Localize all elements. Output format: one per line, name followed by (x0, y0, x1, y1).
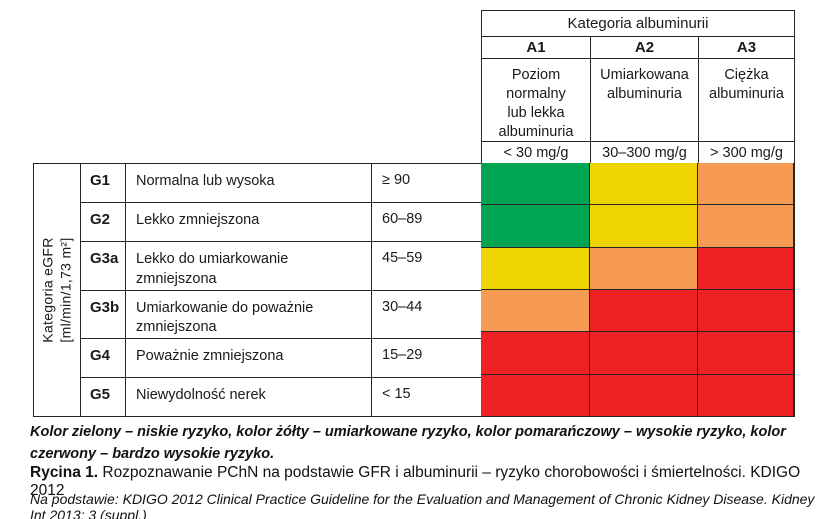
risk-cell-g5-a3 (698, 374, 793, 416)
risk-cell-g2-a1 (481, 205, 589, 247)
gfr-axis-label: Kategoria eGFR [ml/min/1,73 m²] (40, 165, 75, 415)
gfr-desc-g5: Niewydolność nerek (126, 377, 371, 416)
gfr-axis-label-line1: Kategoria eGFR (39, 237, 56, 343)
albuminuria-header-table: Kategoria albuminurii A1 A2 A3 Poziom no… (481, 10, 795, 163)
gfr-code-g3a: G3a (81, 242, 125, 290)
risk-cell-g3a-a2 (590, 247, 697, 289)
risk-cell-g2-a2 (590, 205, 697, 247)
color-legend-text: Kolor zielony – niskie ryzyko, kolor żół… (30, 424, 786, 462)
gfr-desc-g3a: Lekko do umiarkowanie zmniejszona (126, 242, 371, 290)
risk-cell-g5-a2 (590, 374, 697, 416)
risk-cell-g4-a3 (698, 332, 793, 374)
gfr-code-g5: G5 (81, 377, 125, 416)
risk-cell-g3b-a1 (481, 289, 589, 332)
gfr-range-g4: 15–29 (372, 338, 482, 377)
risk-cell-g4-a1 (481, 332, 589, 374)
risk-cell-g1-a3 (698, 163, 793, 205)
gfr-desc-g4: Poważnie zmniejszona (126, 338, 371, 377)
gfr-desc-g3b: Umiarkowanie do poważnie zmniejszona (126, 290, 371, 338)
albuminuria-desc-a2: Umiarkowana albuminuria (591, 59, 698, 141)
risk-cell-g5-a1 (481, 374, 589, 416)
risk-cell-g1-a2 (590, 163, 697, 205)
source-note: Na podstawie: KDIGO 2012 Clinical Practi… (30, 491, 815, 519)
risk-cell-g3a-a3 (698, 247, 793, 289)
gfr-axis-label-cell: Kategoria eGFR [ml/min/1,73 m²] (34, 164, 80, 416)
figure-caption: Rycina 1. Rozpoznawanie PChN na podstawi… (30, 464, 808, 500)
risk-cell-g4-a2 (590, 332, 697, 374)
albuminuria-code-a1: A1 (482, 37, 590, 58)
gfr-code-g3b: G3b (81, 290, 125, 338)
gfr-range-g5: < 15 (372, 377, 482, 416)
risk-cell-g2-a3 (698, 205, 793, 247)
albuminuria-code-a3: A3 (699, 37, 794, 58)
gfr-range-g3a: 45–59 (372, 242, 482, 290)
gfr-range-g3b: 30–44 (372, 290, 482, 338)
gfr-category-table: Kategoria eGFR [ml/min/1,73 m²] G1 Norma… (33, 163, 482, 417)
albuminuria-range-a2: 30–300 mg/g (591, 142, 698, 163)
gfr-desc-g1: Normalna lub wysoka (126, 164, 371, 203)
gfr-range-g2: 60–89 (372, 203, 482, 242)
gfr-code-g1: G1 (81, 164, 125, 203)
albuminuria-title: Kategoria albuminurii (482, 11, 794, 36)
risk-cell-g3b-a3 (698, 289, 793, 332)
figure-caption-text: Rozpoznawanie PChN na podstawie GFR i al… (30, 464, 801, 499)
risk-cell-g3b-a2 (590, 289, 697, 332)
gfr-axis-label-line2: [ml/min/1,73 m²] (57, 237, 73, 343)
risk-cell-g1-a1 (481, 163, 589, 205)
risk-matrix (481, 163, 795, 417)
gfr-desc-g2: Lekko zmniejszona (126, 203, 371, 242)
risk-cell-g3a-a1 (481, 247, 589, 289)
albuminuria-desc-a3: Ciężka albuminuria (699, 59, 794, 141)
gfr-range-g1: ≥ 90 (372, 164, 482, 203)
albuminuria-code-a2: A2 (591, 37, 698, 58)
albuminuria-desc-a1: Poziom normalny lub lekka albuminuria (482, 59, 590, 141)
gfr-code-g4: G4 (81, 338, 125, 377)
albuminuria-range-a1: < 30 mg/g (482, 142, 590, 163)
figure-caption-label: Rycina 1. (30, 464, 99, 481)
gfr-code-g2: G2 (81, 203, 125, 242)
albuminuria-range-a3: > 300 mg/g (699, 142, 794, 163)
